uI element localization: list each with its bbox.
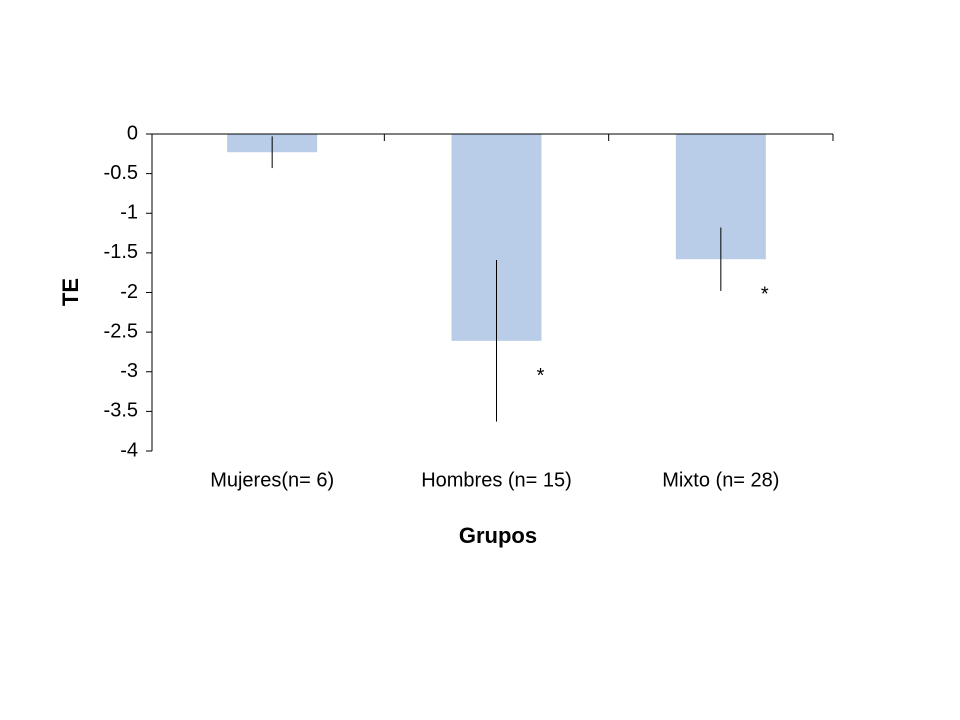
y-tick-label: -3	[120, 360, 138, 382]
significance-mark: *	[537, 365, 545, 387]
y-tick-label: -4	[120, 439, 138, 461]
y-tick-label: -1.5	[104, 241, 138, 263]
y-tick-label: -2.5	[104, 320, 138, 342]
y-tick-label: -1	[120, 202, 138, 224]
y-tick-label: -0.5	[104, 162, 138, 184]
x-tick-label: Mujeres(n= 6)	[210, 469, 334, 491]
y-tick-label: -2	[120, 281, 138, 303]
x-tick-label: Mixto (n= 28)	[662, 469, 779, 491]
y-tick-label: -3.5	[104, 400, 138, 422]
x-axis-title: Grupos	[459, 523, 537, 548]
x-tick-label: Hombres (n= 15)	[421, 469, 572, 491]
y-axis-title: TE	[58, 278, 83, 306]
significance-mark: *	[761, 283, 769, 305]
y-tick-label: 0	[127, 122, 138, 144]
